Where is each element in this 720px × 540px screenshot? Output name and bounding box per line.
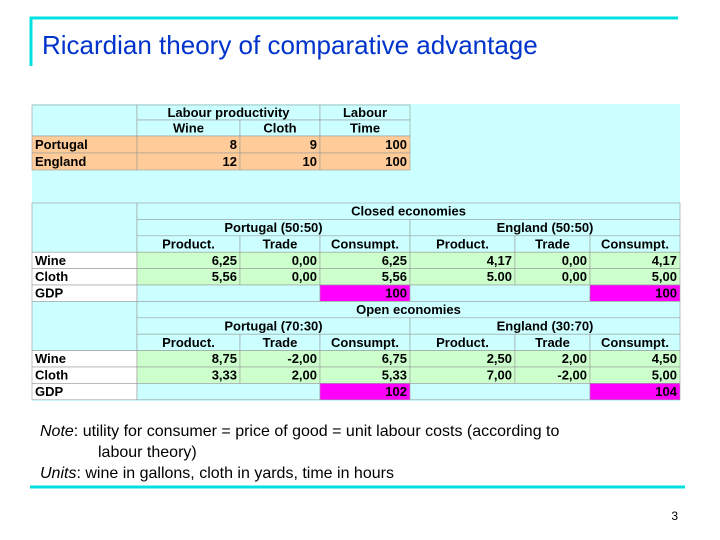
- table-cell: [31, 301, 138, 351]
- page-number: 3: [671, 509, 678, 523]
- cell-text: 12: [223, 154, 237, 169]
- table-cell: [409, 284, 591, 302]
- table-cell: [319, 152, 411, 171]
- cell-text: Open economies: [356, 302, 461, 317]
- cell-text: 10: [303, 154, 317, 169]
- cell-text: Cloth: [263, 120, 296, 135]
- cell-text: 0,00: [292, 253, 317, 268]
- cell-text: 104: [655, 384, 677, 399]
- table-cell: [589, 383, 681, 401]
- cell-text: England: [35, 154, 86, 169]
- cell-text: Product.: [162, 236, 215, 251]
- cell-text: Product.: [436, 236, 489, 251]
- cell-text: Trade: [263, 335, 298, 350]
- cell-text: Cloth: [35, 269, 68, 284]
- cell-text: Trade: [263, 236, 298, 251]
- cell-text: 0,00: [562, 269, 587, 284]
- table-cell: [31, 104, 138, 137]
- cell-text: 100: [655, 286, 677, 301]
- cell-text: 5,00: [652, 368, 677, 383]
- table-cell: [136, 135, 241, 154]
- cell-text: 8,75: [212, 351, 237, 366]
- cell-text: 9: [310, 137, 317, 152]
- cell-text: 6,25: [212, 253, 237, 268]
- cell-text: 102: [385, 384, 407, 399]
- cell-text: Time: [350, 120, 380, 135]
- cell-text: Trade: [535, 236, 570, 251]
- table-cell: [239, 135, 321, 154]
- cell-text: 6,75: [382, 351, 407, 366]
- cell-text: 100: [385, 154, 407, 169]
- cell-text: 8: [230, 137, 237, 152]
- table-cell: [136, 383, 321, 401]
- cell-text: 3,33: [212, 368, 237, 383]
- cell-text: Portugal: [35, 137, 88, 152]
- cell-text: Cloth: [35, 368, 68, 383]
- units: Units: wine in gallons, cloth in yards, …: [40, 465, 394, 482]
- cell-text: Product.: [436, 335, 489, 350]
- cell-text: 5,00: [652, 269, 677, 284]
- cell-text: 4,17: [652, 253, 677, 268]
- cell-text: 2,50: [487, 351, 512, 366]
- cell-text: 6,25: [382, 253, 407, 268]
- cell-text: Closed economies: [351, 204, 466, 219]
- cell-text: 4,50: [652, 351, 677, 366]
- slide-title: Ricardian theory of comparative advantag…: [42, 30, 538, 60]
- cell-text: Portugal (70:30): [224, 318, 322, 333]
- cell-text: 5,56: [382, 269, 407, 284]
- cell-text: 5.00: [487, 269, 512, 284]
- cell-text: GDP: [35, 286, 64, 301]
- cell-text: 2,00: [292, 368, 317, 383]
- cell-text: Wine: [35, 253, 66, 268]
- cell-text: Product.: [162, 335, 215, 350]
- cell-text: Portugal (50:50): [224, 220, 322, 235]
- note-text: labour theory): [98, 444, 197, 461]
- cell-text: -2,00: [287, 351, 317, 366]
- cell-text: 100: [385, 137, 407, 152]
- note-text: : utility for consumer = price of good =…: [74, 423, 560, 440]
- note: Note: utility for consumer = price of go…: [40, 423, 559, 440]
- cell-text: Wine: [35, 351, 66, 366]
- cell-text: 4,17: [487, 253, 512, 268]
- cell-text: 0,00: [562, 253, 587, 268]
- table-cell: [136, 284, 321, 302]
- cell-text: 5,56: [212, 269, 237, 284]
- cell-text: Trade: [535, 335, 570, 350]
- cell-text: Consumpt.: [601, 236, 669, 251]
- cell-text: Consumpt.: [601, 335, 669, 350]
- units-lead: Units: [40, 465, 76, 482]
- cell-text: 7,00: [487, 368, 512, 383]
- cell-text: England (30:70): [497, 318, 594, 333]
- cell-text: 0,00: [292, 269, 317, 284]
- cell-text: 100: [385, 286, 407, 301]
- cell-text: England (50:50): [497, 220, 594, 235]
- cell-text: 5,33: [382, 368, 407, 383]
- cell-text: 2,00: [562, 351, 587, 366]
- cell-text: Consumpt.: [331, 236, 399, 251]
- table-cell: [31, 202, 138, 253]
- cell-text: Labour productivity: [167, 105, 290, 120]
- cell-text: Wine: [173, 120, 204, 135]
- cell-text: -2,00: [557, 368, 587, 383]
- note-lead: Note: [40, 423, 74, 440]
- units-text: : wine in gallons, cloth in yards, time …: [76, 465, 393, 482]
- cell-text: Labour: [343, 105, 387, 120]
- table-cell: [409, 383, 591, 401]
- cell-text: Consumpt.: [331, 335, 399, 350]
- cell-text: GDP: [35, 384, 64, 399]
